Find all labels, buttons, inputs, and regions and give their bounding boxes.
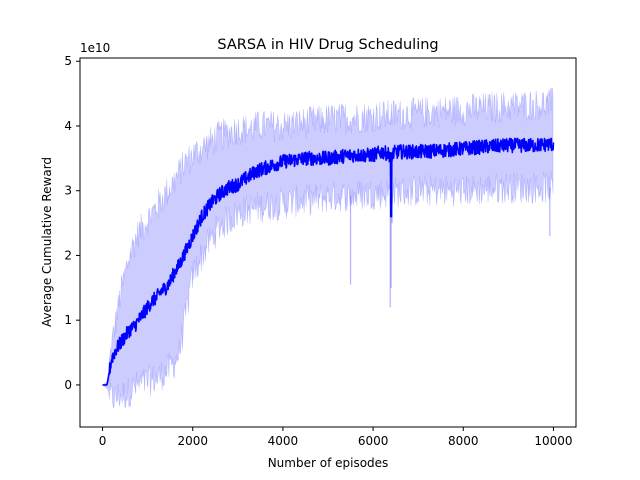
y-tick-label: 0 (64, 378, 72, 392)
chart-title: SARSA in HIV Drug Scheduling (217, 37, 438, 53)
x-axis: 0 2000 4000 6000 8000 10000 (99, 427, 573, 448)
y-tick-label: 3 (64, 184, 72, 198)
y-tick-label: 5 (64, 54, 72, 68)
y-tick-label: 1 (64, 313, 72, 327)
y-scale-offset-label: 1e10 (80, 41, 110, 55)
x-tick-label: 4000 (268, 434, 299, 448)
y-axis: 0 1 2 3 4 5 (64, 54, 80, 392)
y-tick-label: 2 (64, 248, 72, 262)
plot-frame (79, 57, 577, 428)
x-tick-label: 8000 (448, 434, 479, 448)
data-layer (102, 87, 555, 409)
x-tick-label: 2000 (177, 434, 208, 448)
x-tick-label: 6000 (358, 434, 389, 448)
mean-series-line (102, 137, 555, 386)
x-tick-label: 0 (99, 434, 107, 448)
y-axis-label: Average Cumulative Reward (40, 157, 54, 327)
x-axis-label: Number of episodes (268, 456, 389, 470)
x-tick-label: 10000 (534, 434, 572, 448)
y-tick-label: 4 (64, 119, 72, 133)
